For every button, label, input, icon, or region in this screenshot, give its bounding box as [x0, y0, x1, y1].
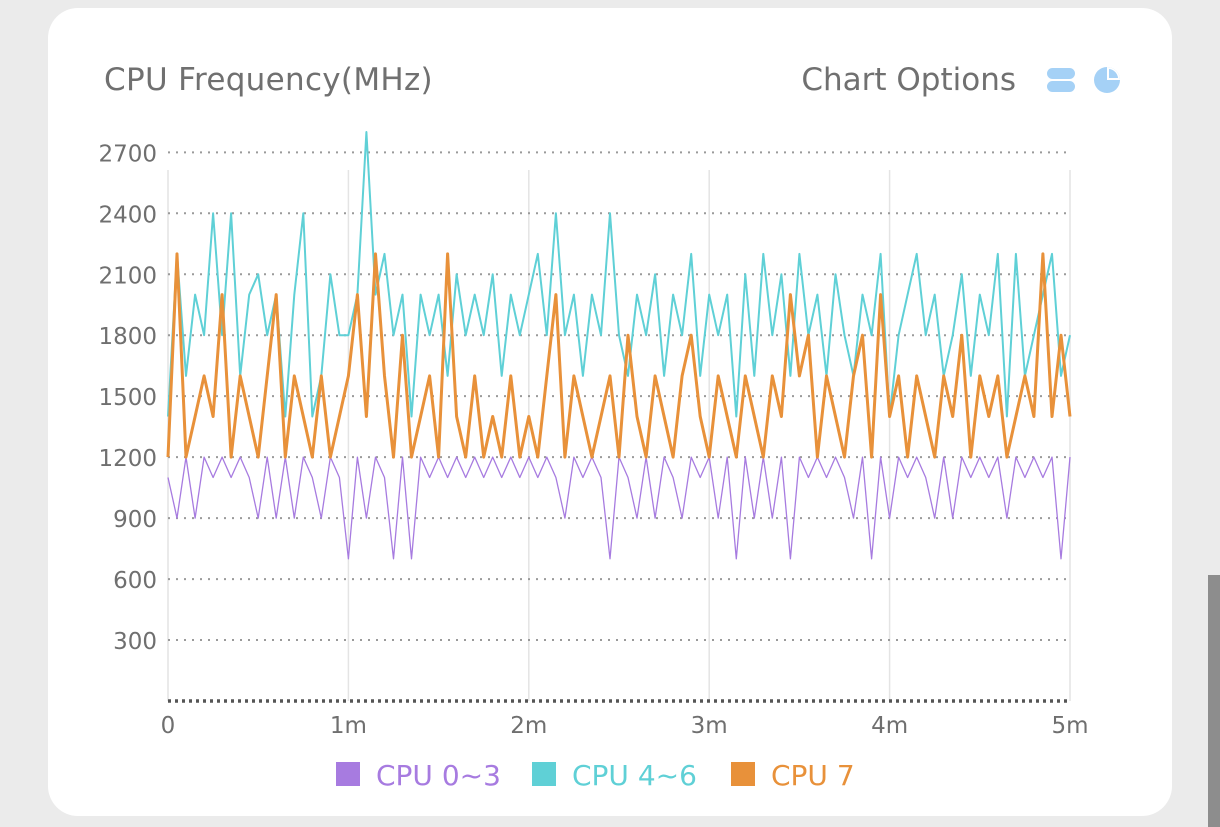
y-tick-label-1: 600 — [113, 568, 157, 594]
x-axis-ticks: 0 1m 2m 3m 4m 5m — [161, 713, 1089, 739]
legend-label-0[interactable]: CPU 0~3 — [376, 759, 501, 792]
grid-lines — [167, 151, 1071, 703]
pie-chart-icon[interactable] — [1092, 65, 1122, 95]
x-tick-label-1: 1m — [330, 713, 367, 739]
x-tick-label-5: 5m — [1051, 713, 1088, 739]
y-tick-label-3: 1200 — [98, 446, 157, 472]
legend-label-1[interactable]: CPU 4~6 — [572, 759, 697, 792]
x-tick-label-3: 3m — [691, 713, 728, 739]
legend-swatch-0[interactable] — [336, 762, 360, 786]
chart-options: Chart Options — [801, 62, 1122, 98]
legend-label-2[interactable]: CPU 7 — [771, 759, 855, 792]
series-line-0 — [167, 456, 1071, 560]
series-line-1 — [167, 131, 1071, 418]
y-tick-label-6: 2100 — [98, 263, 157, 289]
chart-options-label[interactable]: Chart Options — [801, 62, 1016, 98]
y-tick-label-2: 900 — [113, 507, 157, 533]
y-tick-label-8: 2700 — [98, 141, 157, 167]
legend-swatch-2[interactable] — [731, 762, 755, 786]
series-line-2 — [166, 252, 1072, 459]
y-axis-ticks: 300 600 900 1200 1500 1800 2100 2400 2700 — [98, 141, 157, 655]
y-tick-label-7: 2400 — [98, 202, 157, 228]
legend-swatch-1[interactable] — [532, 762, 556, 786]
y-tick-label-5: 1800 — [98, 324, 157, 350]
x-tick-label-4: 4m — [871, 713, 908, 739]
chart-title: CPU Frequency(MHz) — [104, 62, 433, 98]
y-tick-label-0: 300 — [113, 629, 157, 655]
y-tick-label-4: 1500 — [98, 385, 157, 411]
x-tick-label-2: 2m — [510, 713, 547, 739]
legend: CPU 0~3 CPU 4~6 CPU 7 — [336, 759, 855, 792]
x-tick-label-0: 0 — [161, 713, 176, 739]
series-layer — [166, 131, 1072, 560]
scrollbar[interactable] — [1208, 575, 1220, 827]
toggle-icon[interactable] — [1046, 65, 1076, 95]
